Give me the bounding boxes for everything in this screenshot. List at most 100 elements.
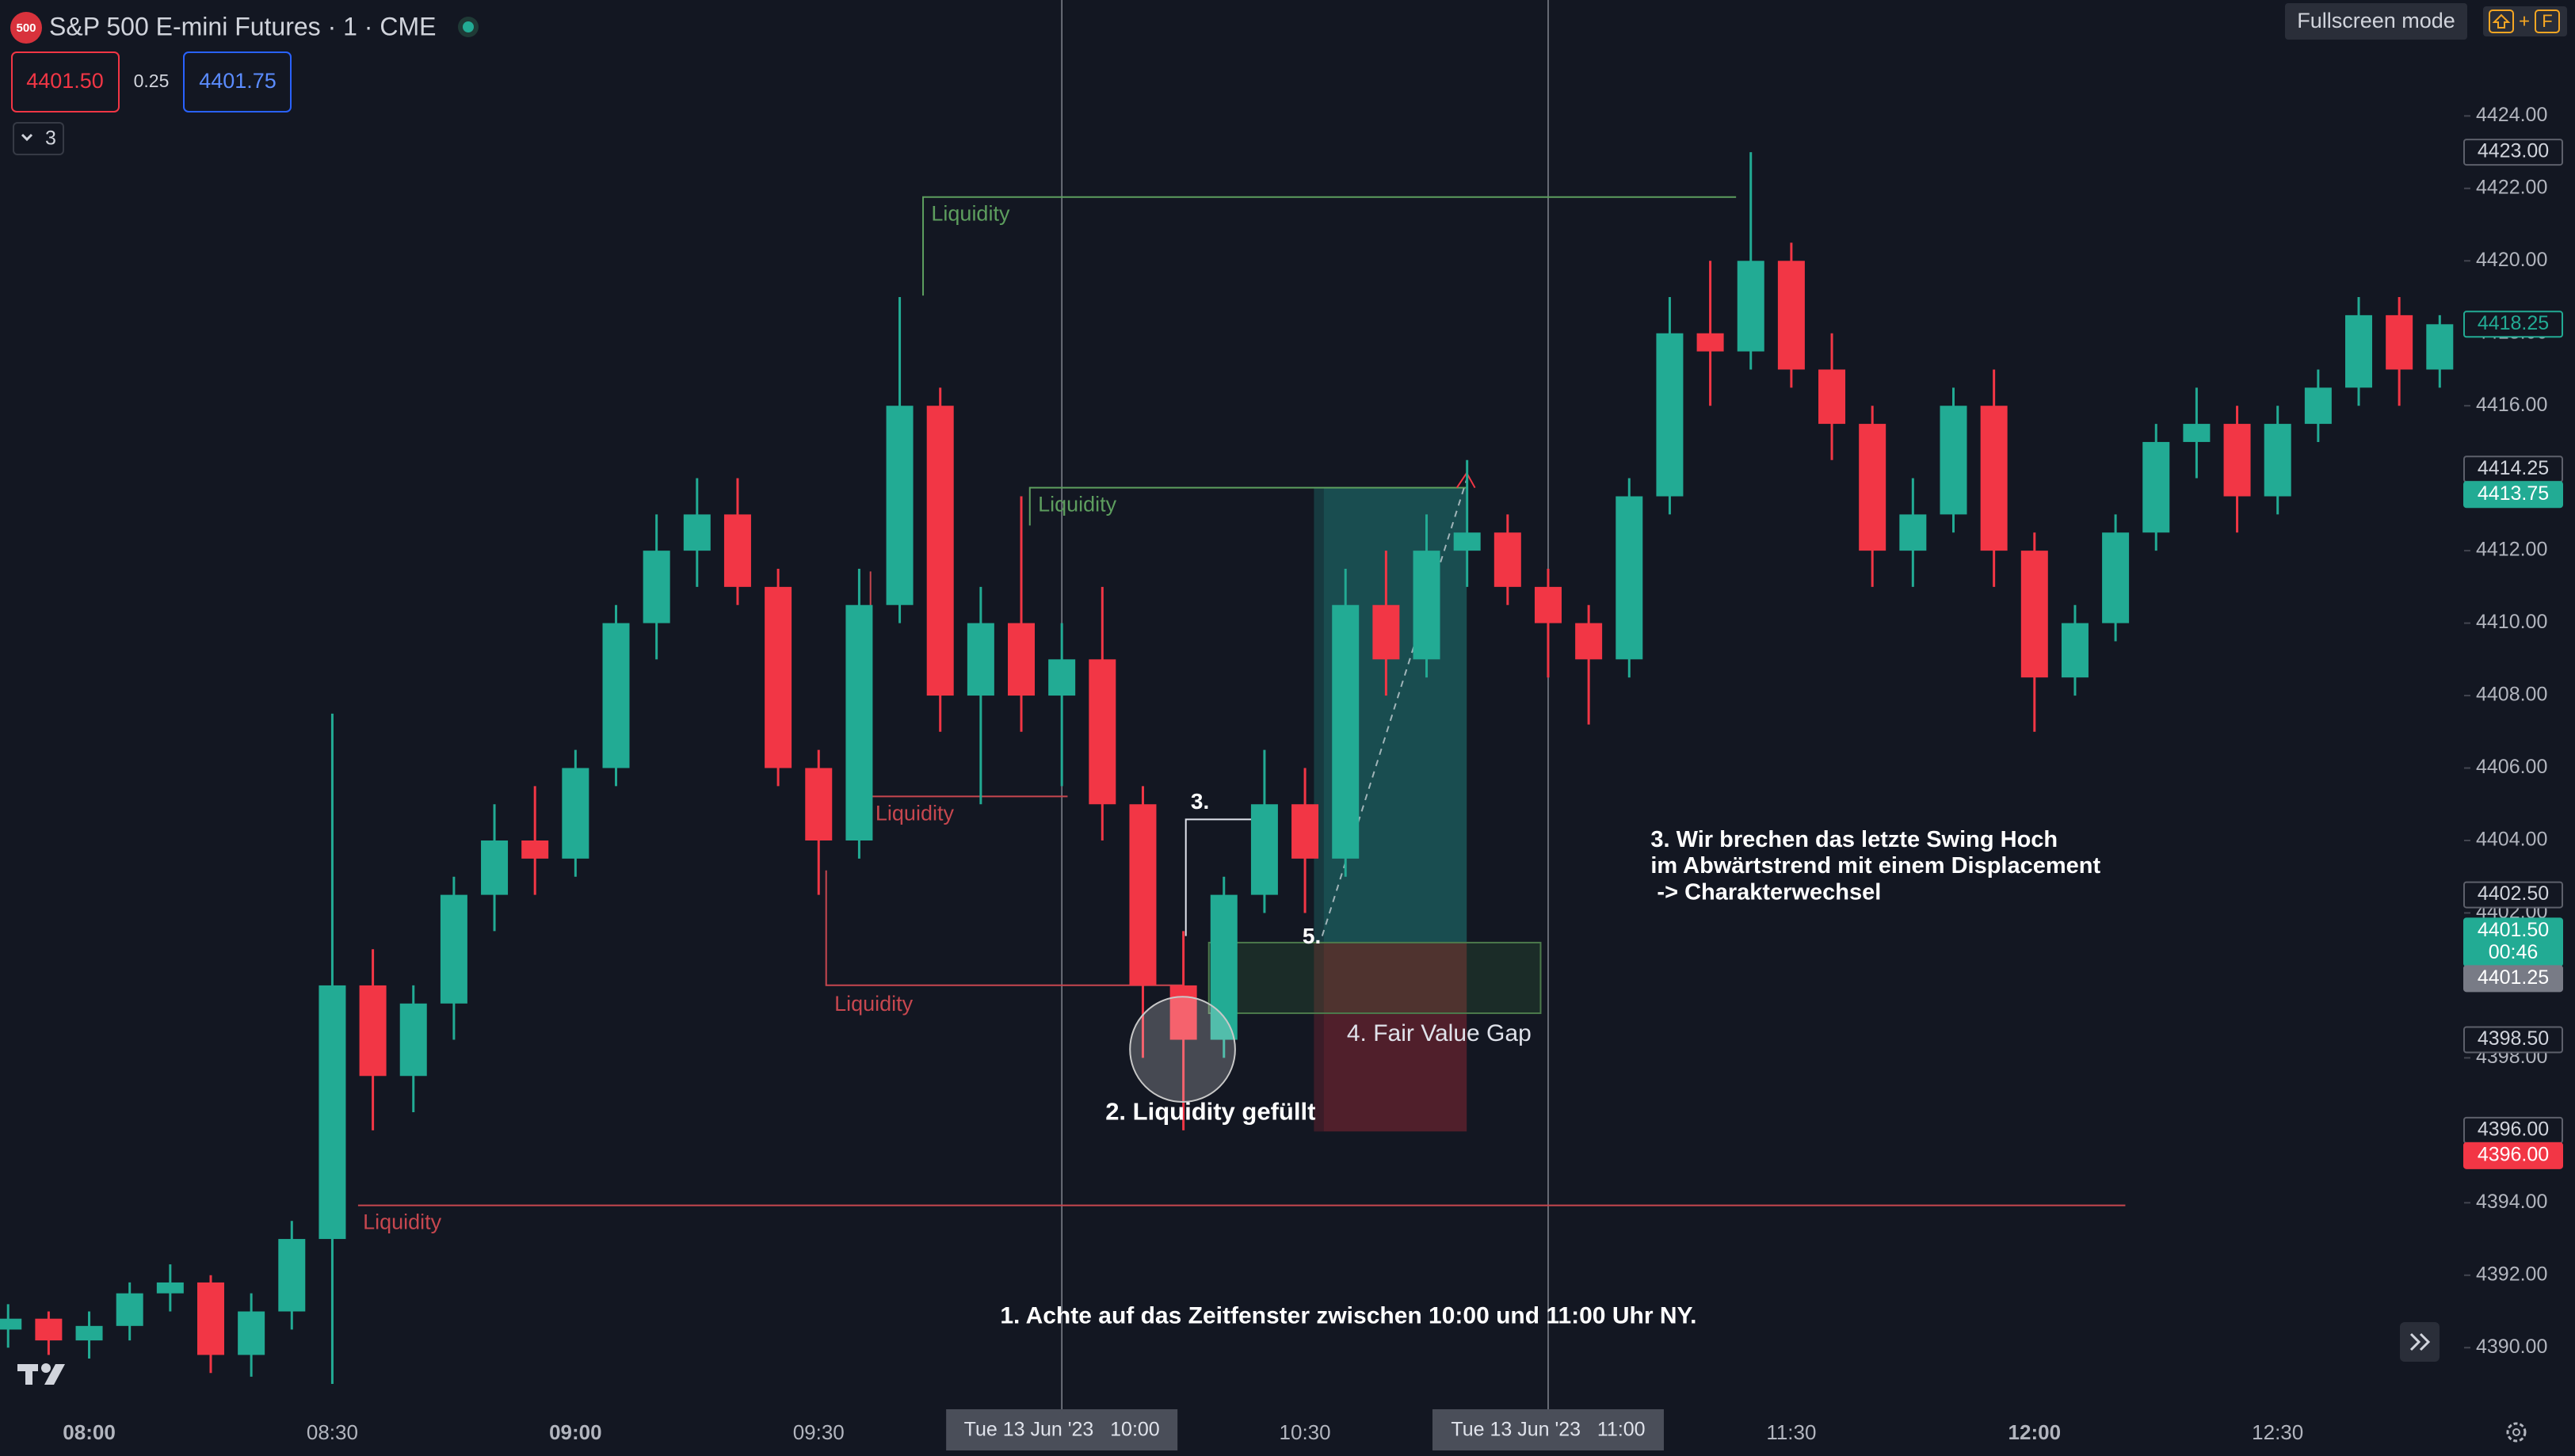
price-marker [2463,1026,2563,1054]
price-marker-label: 4418.25 [2478,312,2549,334]
y-tick-label: 4410.00 [2476,611,2547,633]
time-marker-label: Tue 13 Jun '23 10:00 [964,1419,1160,1441]
logo-stem [25,1364,32,1385]
candle-body [1250,804,1278,895]
swing-high-line [1184,818,1257,936]
logo-dot [41,1363,51,1373]
indicators-toggle[interactable] [13,122,64,155]
candle-body [1616,496,1643,660]
candle-body [481,840,509,895]
time-marker-label: Tue 13 Jun '23 11:00 [1451,1419,1645,1441]
fair-value-gap [1207,941,1542,1015]
annotation: im Abwärtstrend mit einem Displacement [1650,853,2100,879]
candle-body [75,1325,103,1341]
price-marker-label: 4401.50 [2478,919,2549,941]
annotation: Liquidity [876,801,955,825]
candle-body [116,1293,143,1326]
candle-body [2223,424,2251,497]
settings-gear[interactable] [2506,1422,2527,1443]
x-tick-label: 11:30 [1766,1420,1816,1444]
price-marker-label: 4414.25 [2478,457,2549,479]
y-tick-label: 4406.00 [2476,756,2547,778]
price-countdown: 00:46 [2489,941,2539,963]
y-tick-label: 4420.00 [2476,249,2547,271]
y-tick-label: 4424.00 [2476,104,2547,126]
sell-button[interactable] [11,51,120,112]
f-key [2535,10,2560,33]
y-tick-label: 4416.00 [2476,394,2547,416]
candle-body [2345,314,2373,388]
indicators-count: 3 [45,128,56,150]
candle-body [2142,441,2170,533]
position-stripe [1314,487,1324,1132]
candle-body [602,623,630,768]
symbol-title[interactable]: S&P 500 E-mini Futures · 1 · CME [49,12,436,40]
time-marker-box [946,1409,1178,1450]
annotation: 5. [1303,924,1321,948]
candle-body [0,1318,22,1330]
x-tick-label: 09:00 [549,1420,602,1444]
candle-body [643,551,670,623]
candle-body [765,586,792,768]
liquidity-line [922,196,1737,296]
x-tick-label: 12:00 [2008,1420,2062,1444]
price-marker [2463,139,2563,166]
candle-body [845,604,873,840]
candle-body [1575,623,1603,660]
fullscreen-button[interactable] [2285,3,2467,40]
candle-body [562,768,589,859]
candle-body [1859,424,1886,551]
candle-body [1980,406,2008,551]
candle-body [1453,532,1481,551]
candle-body [2386,314,2413,370]
annotation: Liquidity [931,202,1010,226]
candle-body [319,985,346,1240]
shift-icon [2492,13,2511,29]
candle-body [926,406,954,696]
price-marker [2463,881,2563,909]
fullscreen-label: Fullscreen mode [2297,9,2455,32]
price-marker [2463,481,2563,509]
candle-body [2304,387,2332,425]
annotation: Liquidity [363,1210,442,1234]
annotation: 4. Fair Value Gap [1347,1020,1532,1046]
candle-body [2426,324,2454,370]
candle-body [1737,261,1764,352]
buy-button[interactable] [183,51,292,112]
shortcut-plus: + [2519,10,2530,32]
candle-body [1048,659,1076,696]
tv-logo [17,1363,65,1385]
x-tick-label: 08:30 [307,1420,358,1444]
price-marker-label: 4401.25 [2478,966,2549,989]
sell-price: 4401.50 [26,69,104,93]
liquidity-line [825,870,1183,986]
liquidity-line [1028,486,1467,526]
candle-body [359,985,387,1077]
candle-body [399,1003,427,1077]
x-tick-label: 10:30 [1280,1420,1331,1444]
candle-body [1818,369,1846,425]
chevron-icon [21,133,33,142]
candle-body [2102,532,2130,623]
spread: 0.25 [134,71,170,91]
price-marker [2463,965,2563,993]
y-tick-label: 4392.00 [2476,1263,2547,1285]
x-tick-label: 08:00 [63,1420,116,1444]
liquidity-sweep-circle [1129,996,1236,1103]
candle-body [2183,424,2211,442]
stop-zone [1314,942,1467,1132]
candle-body [1008,623,1036,696]
candle-body [1899,514,1927,551]
candle-body [1210,894,1238,1040]
candle-body [1089,659,1116,805]
annotation: 2. Liquidity gefüllt [1105,1098,1315,1126]
annotation: Liquidity [834,992,914,1016]
annotation: 3. Wir brechen das letzte Swing Hoch [1650,827,2058,852]
symbol-logo [10,12,42,44]
candle-body [2061,623,2089,678]
time-marker-box [1432,1409,1664,1450]
candle-body [683,514,711,551]
candle-body [440,894,467,1004]
y-tick-label: 4408.00 [2476,684,2547,706]
